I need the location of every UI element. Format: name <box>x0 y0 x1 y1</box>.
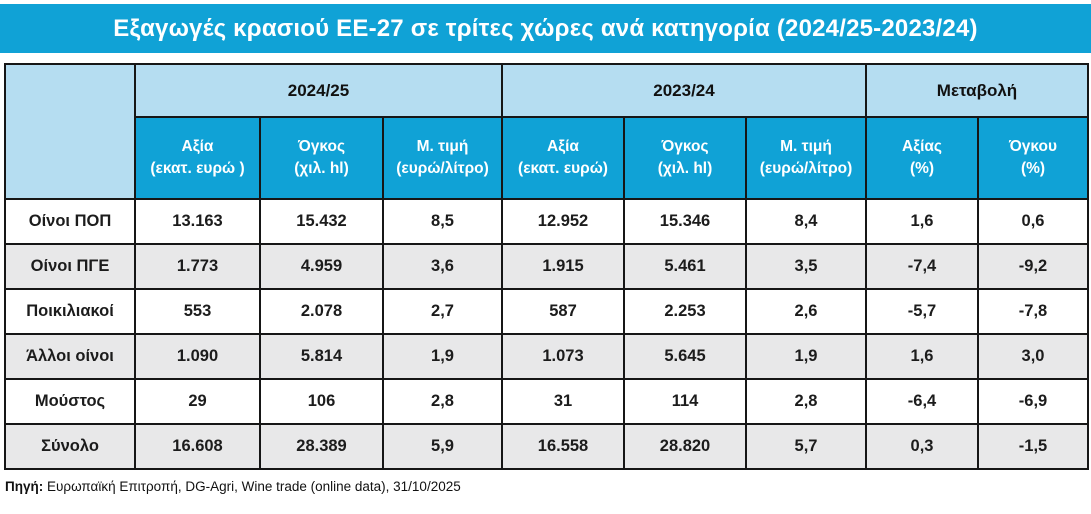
value-cell: 2,8 <box>382 378 503 425</box>
table-row: Ποικιλιακοί 553 2.078 2,7 587 2.253 2,6 … <box>4 288 1089 335</box>
column-header-line2: (ευρώ/λίτρο) <box>396 160 489 177</box>
table-row: Μούστος 29 106 2,8 31 114 2,8 -6,4 -6,9 <box>4 378 1089 425</box>
column-header-volume-2023: Όγκος (χιλ. hl) <box>623 116 747 200</box>
value-cell: 1,9 <box>382 333 503 380</box>
value-cell: 1.090 <box>134 333 261 380</box>
value-cell: 1.073 <box>501 333 625 380</box>
value-cell: 2,6 <box>745 288 867 335</box>
value-cell: 3,5 <box>745 243 867 290</box>
column-header-value-2024: Αξία (εκατ. ευρώ ) <box>134 116 261 200</box>
value-cell: 13.163 <box>134 198 261 245</box>
column-header-line1: Αξία <box>181 138 214 156</box>
value-cell: 0,6 <box>977 198 1089 245</box>
column-header-line2: (εκατ. ευρώ) <box>518 160 608 177</box>
group-header-2023-24: 2023/24 <box>501 63 867 118</box>
group-header-row: 2024/25 2023/24 Μεταβολή <box>4 63 1089 200</box>
value-cell: 1,6 <box>865 198 979 245</box>
column-header-line1: Όγκος <box>661 138 709 156</box>
value-cell: 1.773 <box>134 243 261 290</box>
value-cell: 114 <box>623 378 747 425</box>
value-cell: -6,4 <box>865 378 979 425</box>
value-cell: 2.253 <box>623 288 747 335</box>
wine-exports-table: 2024/25 2023/24 Μεταβολή Αξία (εκατ. ευρ… <box>4 63 1089 470</box>
corner-cell <box>4 63 136 200</box>
column-header-line1: Αξία <box>547 138 579 156</box>
value-cell: -5,7 <box>865 288 979 335</box>
value-cell: 28.389 <box>259 423 384 470</box>
category-cell: Ποικιλιακοί <box>4 288 136 335</box>
value-cell: 15.346 <box>623 198 747 245</box>
value-cell: 8,5 <box>382 198 503 245</box>
column-header-volume-2024: Όγκος (χιλ. hl) <box>259 116 384 200</box>
column-header-line1: Μ. τιμή <box>416 138 469 156</box>
column-header-line2: (εκατ. ευρώ ) <box>150 160 245 177</box>
column-header-line2: (%) <box>909 160 935 177</box>
value-cell: 4.959 <box>259 243 384 290</box>
value-cell: 16.608 <box>134 423 261 470</box>
value-cell: 31 <box>501 378 625 425</box>
value-cell: 2,8 <box>745 378 867 425</box>
value-cell: 1,6 <box>865 333 979 380</box>
column-header-line2: (χιλ. hl) <box>294 160 349 177</box>
column-header-line2: (ευρώ/λίτρο) <box>759 160 853 177</box>
column-header-line1: Αξίας <box>902 138 942 156</box>
category-cell: Οίνοι ΠΟΠ <box>4 198 136 245</box>
value-cell: 0,3 <box>865 423 979 470</box>
value-cell: 5.461 <box>623 243 747 290</box>
value-cell: -9,2 <box>977 243 1089 290</box>
value-cell: 1.915 <box>501 243 625 290</box>
group-header-change: Μεταβολή <box>865 63 1089 118</box>
column-header-avgprice-2024: Μ. τιμή (ευρώ/λίτρο) <box>382 116 503 200</box>
report-title: Εξαγωγές κρασιού ΕΕ-27 σε τρίτες χώρες α… <box>113 14 978 42</box>
value-cell: -1,5 <box>977 423 1089 470</box>
value-cell: 5,7 <box>745 423 867 470</box>
column-header-line1: Όγκος <box>297 138 346 156</box>
table-container: 2024/25 2023/24 Μεταβολή Αξία (εκατ. ευρ… <box>0 53 1091 470</box>
source-note: Πηγή: Ευρωπαϊκή Επιτροπή, DG-Agri, Wine … <box>5 479 1091 494</box>
category-cell: Οίνοι ΠΓΕ <box>4 243 136 290</box>
category-cell: Μούστος <box>4 378 136 425</box>
value-cell: -6,9 <box>977 378 1089 425</box>
value-cell: 3,6 <box>382 243 503 290</box>
column-header-avgprice-2023: Μ. τιμή (ευρώ/λίτρο) <box>745 116 867 200</box>
value-cell: 28.820 <box>623 423 747 470</box>
source-label: Πηγή: <box>5 479 44 494</box>
value-cell: 2,7 <box>382 288 503 335</box>
value-cell: 8,4 <box>745 198 867 245</box>
group-header-2024-25: 2024/25 <box>134 63 503 118</box>
value-cell: 15.432 <box>259 198 384 245</box>
column-header-change-value: Αξίας (%) <box>865 116 979 200</box>
value-cell: 16.558 <box>501 423 625 470</box>
value-cell: 1,9 <box>745 333 867 380</box>
column-header-line2: (χιλ. hl) <box>657 160 713 177</box>
value-cell: -7,4 <box>865 243 979 290</box>
table-row: Οίνοι ΠΟΠ 13.163 15.432 8,5 12.952 15.34… <box>4 198 1089 245</box>
value-cell: 106 <box>259 378 384 425</box>
category-cell: Άλλοι οίνοι <box>4 333 136 380</box>
value-cell: 2.078 <box>259 288 384 335</box>
table-row: Άλλοι οίνοι 1.090 5.814 1,9 1.073 5.645 … <box>4 333 1089 380</box>
report-title-bar: Εξαγωγές κρασιού ΕΕ-27 σε τρίτες χώρες α… <box>0 4 1091 53</box>
value-cell: 5,9 <box>382 423 503 470</box>
column-header-line2: (%) <box>1020 160 1046 177</box>
table-row: Οίνοι ΠΓΕ 1.773 4.959 3,6 1.915 5.461 3,… <box>4 243 1089 290</box>
column-header-change-volume: Όγκου (%) <box>977 116 1089 200</box>
value-cell: 3,0 <box>977 333 1089 380</box>
source-text: Ευρωπαϊκή Επιτροπή, DG-Agri, Wine trade … <box>43 479 461 494</box>
value-cell: 5.645 <box>623 333 747 380</box>
value-cell: 5.814 <box>259 333 384 380</box>
column-header-row: Αξία (εκατ. ευρώ ) Όγκος (χιλ. hl) Μ. τι… <box>5 116 1089 200</box>
value-cell: 587 <box>501 288 625 335</box>
table-row-total: Σύνολο 16.608 28.389 5,9 16.558 28.820 5… <box>4 423 1089 470</box>
column-header-line1: Μ. τιμή <box>780 138 832 156</box>
value-cell: 29 <box>134 378 261 425</box>
column-header-value-2023: Αξία (εκατ. ευρώ) <box>501 116 625 200</box>
value-cell: 553 <box>134 288 261 335</box>
category-cell: Σύνολο <box>4 423 136 470</box>
value-cell: -7,8 <box>977 288 1089 335</box>
value-cell: 12.952 <box>501 198 625 245</box>
column-header-line1: Όγκου <box>1008 138 1058 156</box>
